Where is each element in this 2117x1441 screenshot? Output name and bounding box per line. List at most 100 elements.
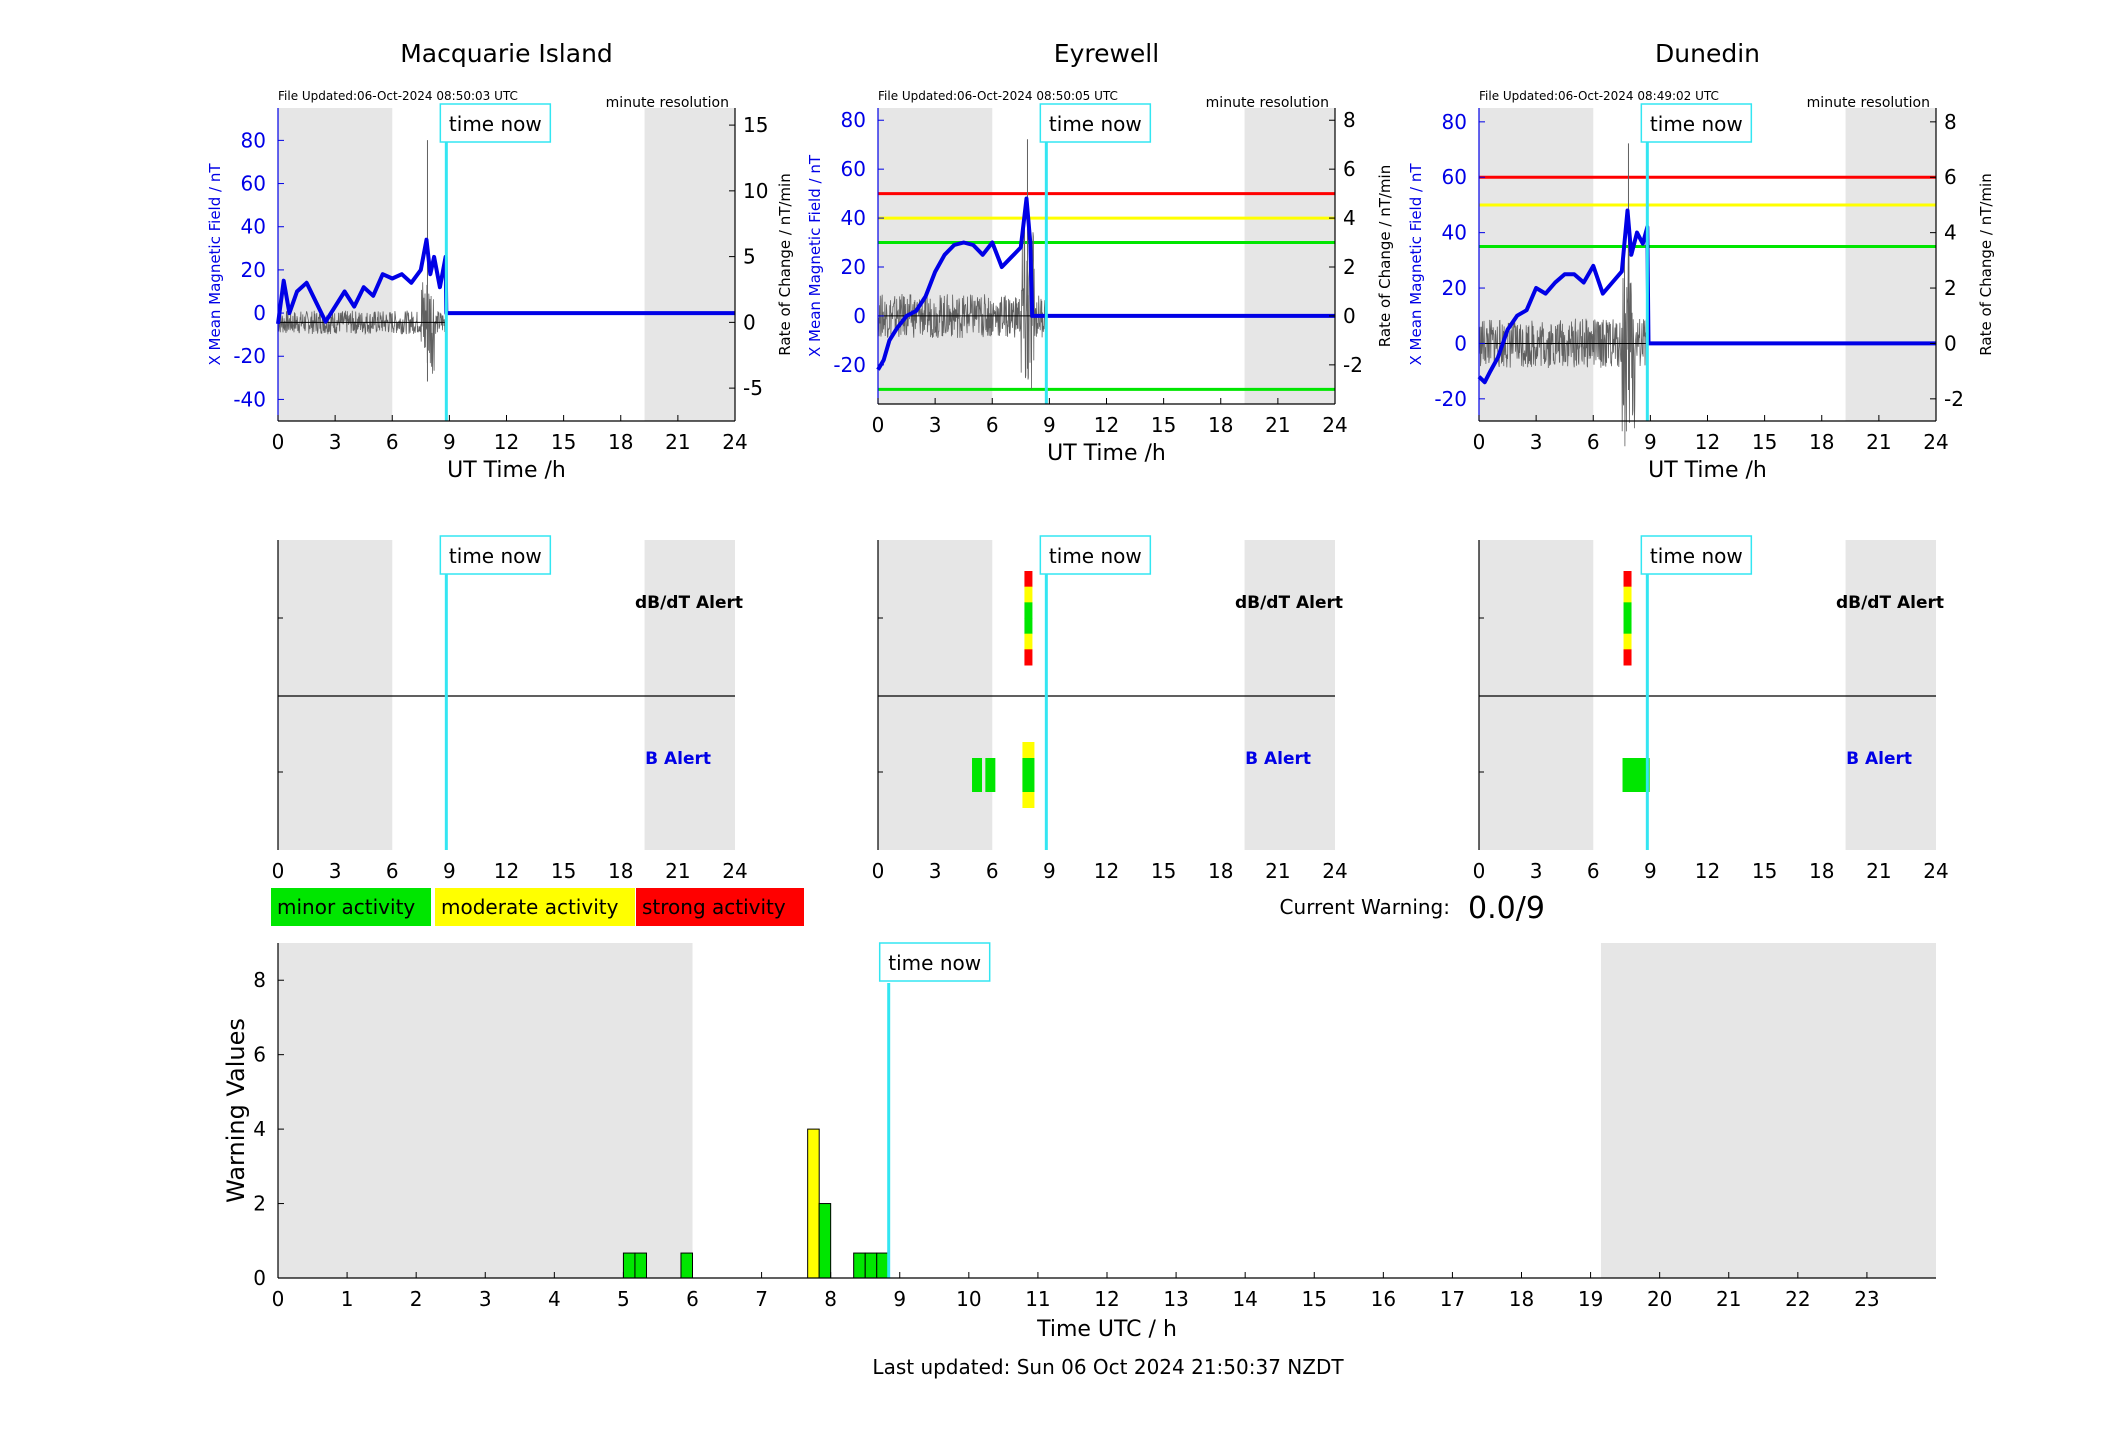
time-now-box <box>1640 103 1753 143</box>
left-axis-label: X Mean Magnetic Field / nT <box>806 154 824 357</box>
night-shading <box>1244 540 1335 850</box>
x-tick-label: 0 <box>272 430 285 454</box>
minor-legend-swatch <box>271 888 431 926</box>
x-tick-label: 3 <box>479 1287 492 1311</box>
x-tick-label: 19 <box>1578 1287 1603 1311</box>
time-now-label: time now <box>449 544 542 568</box>
b-alert-mark <box>1622 758 1633 792</box>
x-tick-label: 10 <box>956 1287 981 1311</box>
y-tick-label: 40 <box>841 206 866 230</box>
x-tick-label: 14 <box>1232 1287 1257 1311</box>
b-field-line <box>276 237 735 325</box>
time-now-box <box>439 535 552 575</box>
b-alert-label: B Alert <box>1245 749 1311 769</box>
moderate-legend-label: moderate activity <box>441 895 619 919</box>
x-tick-label: 9 <box>1043 859 1056 883</box>
y-tick-label: 0 <box>253 301 266 325</box>
x-tick-label: 22 <box>1785 1287 1810 1311</box>
y-axis-label: Warning Values <box>222 1018 250 1203</box>
x-tick-label: 18 <box>1208 859 1233 883</box>
file-updated-text: File Updated:06-Oct-2024 08:50:05 UTC <box>878 89 1118 103</box>
time-now-label: time now <box>1650 112 1743 136</box>
night-shading <box>1845 540 1936 850</box>
y2-tick-label: 6 <box>1944 165 1957 189</box>
time-now-box <box>1039 535 1152 575</box>
x-tick-label: 17 <box>1440 1287 1465 1311</box>
current-warning-label: Current Warning: <box>1280 895 1450 919</box>
warning-bar <box>853 1252 866 1279</box>
time-now-label: time now <box>1049 544 1142 568</box>
dbdt-alert-mark <box>1024 649 1033 666</box>
file-updated-text: File Updated:06-Oct-2024 08:50:03 UTC <box>278 89 518 103</box>
y2-tick-label: -2 <box>1343 353 1363 377</box>
x-tick-label: 15 <box>1151 859 1176 883</box>
b-alert-label: B Alert <box>1846 749 1912 769</box>
y-tick-label: 60 <box>1442 165 1467 189</box>
night-shading <box>1845 108 1936 421</box>
x-tick-label: 15 <box>1302 1287 1327 1311</box>
x-tick-label: 3 <box>1530 430 1543 454</box>
night-shading <box>644 108 735 421</box>
x-tick-label: 18 <box>608 859 633 883</box>
b-alert-mark <box>1639 758 1650 792</box>
y-tick-label: 40 <box>241 215 266 239</box>
x-tick-label: 3 <box>1530 859 1543 883</box>
x-tick-label: 18 <box>608 430 633 454</box>
x-tick-label: 21 <box>1265 859 1290 883</box>
dbdt-alert-mark <box>1024 571 1033 588</box>
x-tick-label: 16 <box>1371 1287 1396 1311</box>
x-tick-label: 0 <box>272 859 285 883</box>
night-shading <box>878 540 993 850</box>
x-tick-label: 18 <box>1509 1287 1534 1311</box>
x-tick-label: 6 <box>986 413 999 437</box>
x-tick-label: 9 <box>893 1287 906 1311</box>
x-tick-label: 5 <box>617 1287 630 1311</box>
x-tick-label: 21 <box>665 859 690 883</box>
x-tick-label: 21 <box>1866 859 1891 883</box>
x-tick-label: 3 <box>929 859 942 883</box>
dbdt-alert-mark <box>1623 602 1632 619</box>
x-tick-label: 24 <box>1322 413 1347 437</box>
warning-bar <box>864 1252 878 1279</box>
x-tick-label: 2 <box>410 1287 423 1311</box>
b-field-line <box>876 196 1335 371</box>
x-tick-label: 12 <box>1695 430 1720 454</box>
y2-tick-label: 5 <box>743 245 756 269</box>
x-tick-label: 9 <box>1043 413 1056 437</box>
x-axis-label: Time UTC / h <box>1036 1317 1177 1342</box>
dbdt-alert-mark <box>1623 618 1632 635</box>
x-tick-label: 15 <box>551 859 576 883</box>
dbdt-alert-mark <box>1623 649 1632 666</box>
dbdt-alert-mark <box>1024 602 1033 619</box>
night-shading <box>878 108 993 404</box>
x-tick-label: 21 <box>1866 430 1891 454</box>
b-alert-label: B Alert <box>645 749 711 769</box>
y2-tick-label: 15 <box>743 113 768 137</box>
x-tick-label: 12 <box>494 859 519 883</box>
x-tick-label: 3 <box>329 430 342 454</box>
y-tick-label: -40 <box>233 387 266 411</box>
y-tick-label: -20 <box>1434 387 1467 411</box>
x-tick-label: 6 <box>986 859 999 883</box>
b-alert-mark <box>985 758 996 792</box>
x-tick-label: 24 <box>1923 859 1948 883</box>
x-tick-label: 9 <box>443 859 456 883</box>
station-title: Eyrewell <box>1054 39 1159 68</box>
y2-tick-label: 2 <box>1944 276 1957 300</box>
x-tick-label: 18 <box>1208 413 1233 437</box>
x-tick-label: 18 <box>1809 430 1834 454</box>
dbdt-alert-mark <box>1024 586 1033 603</box>
x-tick-label: 9 <box>443 430 456 454</box>
x-tick-label: 4 <box>548 1287 561 1311</box>
y2-tick-label: 0 <box>743 310 756 334</box>
x-tick-label: 6 <box>686 1287 699 1311</box>
resolution-label: minute resolution <box>1807 95 1930 111</box>
dbdt-alert-mark <box>1024 618 1033 635</box>
y2-tick-label: 8 <box>1944 110 1957 134</box>
x-tick-label: 15 <box>1151 413 1176 437</box>
warning-bar <box>876 1252 889 1279</box>
x-tick-label: 6 <box>1587 859 1600 883</box>
x-tick-label: 12 <box>1094 413 1119 437</box>
x-tick-label: 23 <box>1854 1287 1879 1311</box>
rate-of-change-trace <box>277 282 447 374</box>
